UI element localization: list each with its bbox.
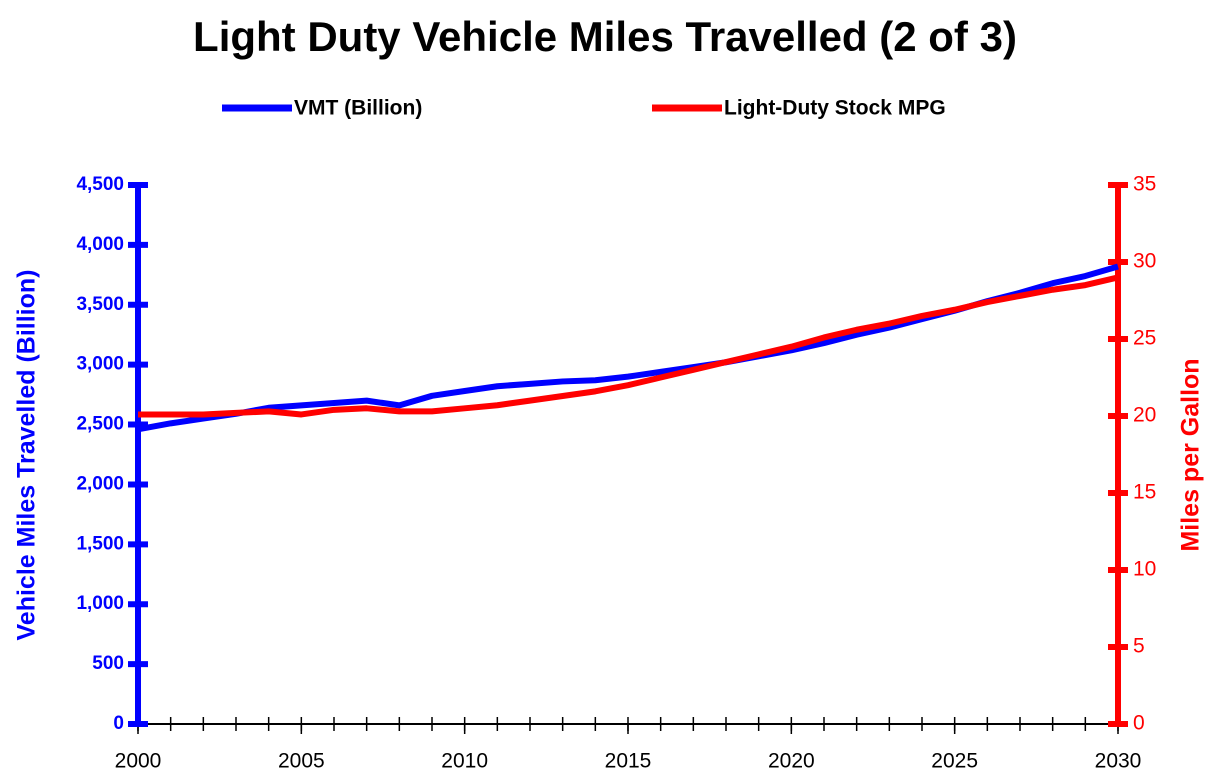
y-tick-label: 0	[113, 713, 124, 734]
legend-label: VMT (Billion)	[294, 97, 422, 120]
y-tick-label: 500	[92, 653, 124, 674]
y-tick-label: 4,000	[76, 234, 124, 255]
legend-label: Light-Duty Stock MPG	[724, 97, 946, 120]
y2-axis-label: Miles per Gallon	[1177, 358, 1205, 551]
x-tick-label: 2010	[441, 750, 488, 773]
y2-tick-label: 10	[1133, 558, 1156, 581]
y2-tick-label: 15	[1133, 481, 1156, 504]
y-axis-label: Vehicle Miles Travelled (Billion)	[13, 270, 41, 641]
x-tick-label: 2020	[768, 750, 815, 773]
y2-tick-label: 20	[1133, 404, 1156, 427]
y-tick-label: 2,000	[76, 473, 124, 494]
y-tick-label: 4,500	[76, 174, 124, 195]
x-tick-label: 2005	[278, 750, 325, 773]
chart-title: Light Duty Vehicle Miles Travelled (2 of…	[193, 13, 1017, 60]
x-tick-label: 2030	[1095, 750, 1142, 773]
y-tick-label: 2,500	[76, 414, 124, 435]
y2-tick-label: 0	[1133, 712, 1145, 735]
y-tick-label: 3,000	[76, 354, 124, 375]
series-line	[137, 263, 1119, 433]
x-tick-label: 2015	[605, 750, 652, 773]
y2-tick-label: 25	[1133, 327, 1156, 350]
series-line	[138, 274, 1119, 418]
y2-tick-label: 5	[1133, 635, 1145, 658]
x-tick-label: 2025	[931, 750, 978, 773]
y-tick-label: 3,500	[76, 294, 124, 315]
y-tick-label: 1,000	[76, 593, 124, 614]
y2-tick-label: 30	[1133, 250, 1156, 273]
y-tick-label: 1,500	[76, 533, 124, 554]
y2-tick-label: 35	[1133, 173, 1156, 196]
x-tick-label: 2000	[115, 750, 162, 773]
